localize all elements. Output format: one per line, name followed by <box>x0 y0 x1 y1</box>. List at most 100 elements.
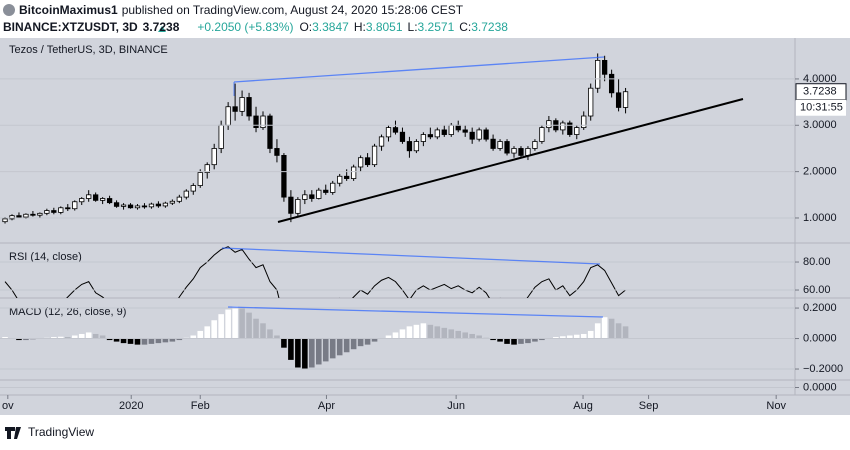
candle-body <box>581 115 587 128</box>
macd-bar <box>113 338 120 342</box>
candle-body <box>302 194 308 200</box>
x-tick-label: Nov <box>766 400 786 412</box>
macd-bar <box>267 329 273 339</box>
candle-body <box>330 182 336 193</box>
macd-bar <box>406 326 413 339</box>
macd-bar <box>85 332 92 339</box>
x-tick-label: Apr <box>318 400 335 412</box>
brand: TradingView <box>28 425 94 439</box>
macd-bar <box>71 335 78 339</box>
candle-body <box>190 185 196 192</box>
macd-bar <box>204 326 211 339</box>
macd-divergence-line <box>227 306 604 318</box>
candle-body <box>9 215 15 220</box>
candle-body <box>162 202 169 207</box>
candle-body <box>239 97 245 112</box>
candle-body <box>351 166 357 179</box>
avatar <box>3 4 15 16</box>
macd-bar <box>148 338 155 344</box>
macd-bar <box>211 320 217 339</box>
macd-bar <box>106 338 113 341</box>
candle-body <box>448 124 454 135</box>
open-label: O: <box>299 20 312 34</box>
candle-body <box>295 199 301 214</box>
candle-body <box>399 131 406 142</box>
candle-body <box>469 131 475 140</box>
macd-bar <box>504 338 510 344</box>
candle-body <box>323 189 329 193</box>
candle-body <box>197 172 203 186</box>
macd-bar <box>469 333 475 339</box>
macd-bar <box>120 338 127 344</box>
candle-body <box>546 120 552 128</box>
candle-body <box>148 203 155 208</box>
candle-body <box>204 164 210 173</box>
macd-bar <box>246 312 252 339</box>
macd-bar <box>455 330 462 339</box>
countdown: 10:31:55 <box>800 102 843 114</box>
candle-body <box>511 148 517 154</box>
macd-bar <box>594 323 601 339</box>
candle-body <box>371 145 378 166</box>
candle-body <box>588 87 594 117</box>
chart-background <box>0 38 850 415</box>
y-tick-label: 0.0000 <box>803 332 837 344</box>
macd-bar <box>476 335 482 339</box>
candle-body <box>608 73 615 94</box>
candle-body <box>309 194 315 199</box>
macd-bar <box>518 338 524 344</box>
macd-bar <box>99 335 106 339</box>
y-tick-label: 4.0000 <box>803 73 837 85</box>
candle-body <box>86 194 92 199</box>
y-tick-label: 80.00 <box>803 256 831 268</box>
candle-body <box>490 138 496 149</box>
y-tick-label: 0.2000 <box>803 302 837 314</box>
x-tick-label: ov <box>2 400 14 412</box>
close-label: C: <box>459 20 471 34</box>
macd-bar <box>16 338 22 341</box>
candle-body <box>434 129 440 138</box>
candle-body <box>622 91 629 108</box>
candle-body <box>574 127 580 135</box>
macd-bar <box>427 324 434 339</box>
candle-body <box>420 134 426 142</box>
annotations <box>221 56 744 318</box>
candle-body <box>44 210 50 214</box>
macd-bar <box>399 329 406 339</box>
rsi-divergence-line <box>221 247 601 265</box>
candle-body <box>595 59 601 89</box>
publish-line: BitcoinMaximus1 published on TradingView.… <box>19 3 464 17</box>
x-tick-label: Feb <box>191 400 210 412</box>
macd-bar <box>587 330 594 339</box>
candle-body <box>455 124 461 131</box>
macd-bar <box>281 338 287 348</box>
x-tick-label: Aug <box>573 400 593 412</box>
macd-bar <box>253 318 259 339</box>
macd-bar <box>622 326 629 339</box>
candle-body <box>476 129 482 140</box>
candle-body <box>602 59 608 75</box>
candle-body <box>218 124 224 149</box>
trend-line <box>233 56 605 83</box>
brand-logo <box>5 427 21 439</box>
macd-bar <box>295 338 301 368</box>
author: BitcoinMaximus1 <box>19 3 118 17</box>
macd-bar <box>553 337 559 339</box>
macd-bar <box>364 338 371 345</box>
candle-body <box>169 200 175 204</box>
high-label: H: <box>354 20 366 34</box>
candle-body <box>267 115 273 149</box>
candle-body <box>72 201 78 210</box>
candle-body <box>232 106 238 112</box>
macd-bar <box>608 318 615 339</box>
x-tick-label: Jun <box>447 400 465 412</box>
macd-bar <box>51 337 57 339</box>
candle-body <box>462 129 468 133</box>
macd-title: MACD (12, 26, close, 9) <box>9 306 126 318</box>
candle-body <box>525 148 531 156</box>
macd-bar <box>567 335 573 339</box>
macd-bar <box>385 335 392 339</box>
candle-body <box>427 134 433 138</box>
candle-body <box>406 141 413 152</box>
